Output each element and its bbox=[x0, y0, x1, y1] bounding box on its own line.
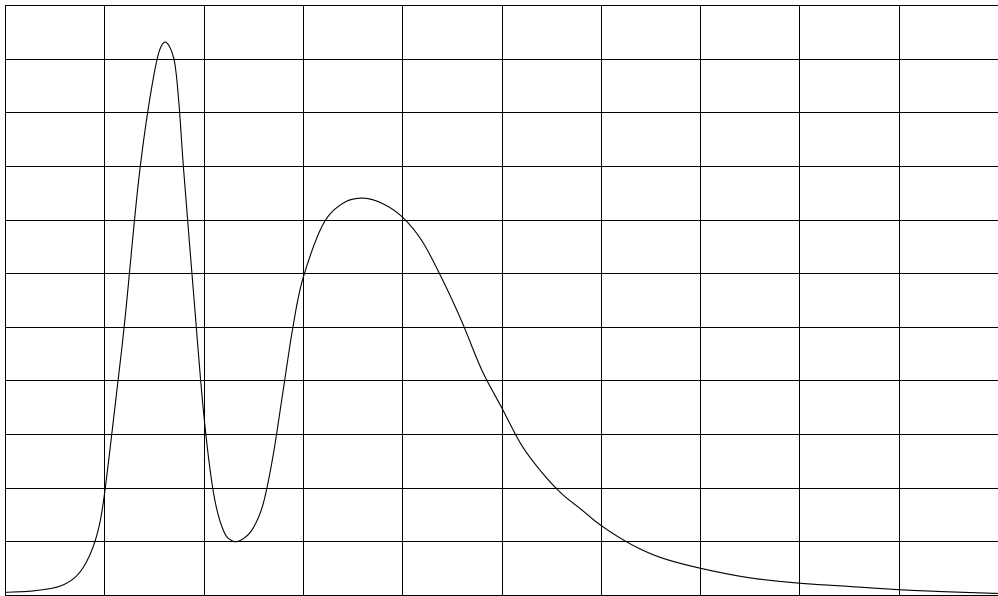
grid bbox=[5, 5, 998, 596]
series-group bbox=[4, 41, 998, 594]
spectrum-curve-0 bbox=[4, 41, 998, 594]
